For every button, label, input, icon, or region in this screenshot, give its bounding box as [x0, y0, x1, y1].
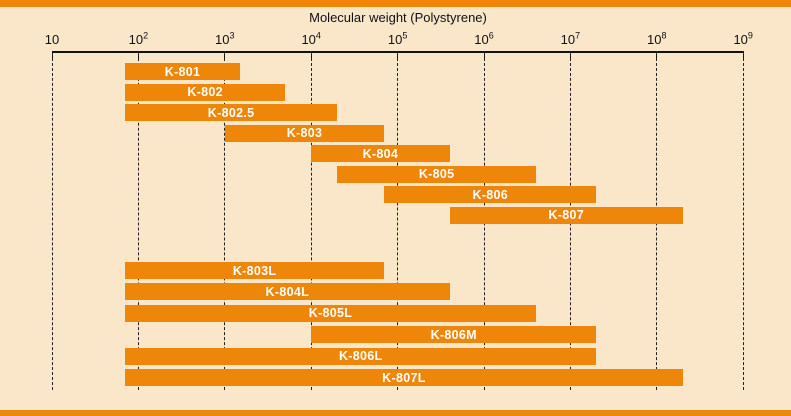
mw-range-bar-K-805L: K-805L	[125, 304, 536, 322]
column-name-label: K-805	[418, 167, 455, 181]
mw-range-bar-K-806M: K-806M	[311, 326, 597, 344]
mw-range-bar-K-805: K-805	[337, 165, 536, 183]
mw-range-bar-K-803L: K-803L	[125, 262, 385, 279]
chart-title: Molecular weight (Polystyrene)	[309, 10, 487, 25]
axis-tick-label: 103	[215, 30, 235, 47]
x-axis-line	[52, 51, 744, 53]
top-border-band	[0, 0, 791, 7]
mw-range-bar-K-802.5: K-802.5	[125, 104, 338, 121]
axis-tick-label: 106	[474, 30, 494, 47]
axis-tick-label: 107	[560, 30, 581, 47]
decade-gridline	[397, 53, 399, 390]
decade-gridline	[224, 53, 226, 390]
decade-gridline	[310, 53, 312, 390]
column-name-label: K-801	[164, 64, 201, 79]
mw-range-bar-K-807: K-807	[449, 206, 683, 224]
axis-tick-label: 102	[128, 30, 149, 47]
column-name-label: K-803	[286, 126, 323, 140]
column-name-label: K-806	[472, 187, 509, 202]
column-name-label: K-804L	[265, 284, 310, 299]
column-name-label: K-802	[187, 85, 223, 99]
mw-range-bar-K-807L: K-807L	[125, 369, 683, 386]
column-name-label: K-807L	[382, 370, 426, 385]
decade-gridline	[742, 53, 744, 390]
mw-range-bar-K-806: K-806	[384, 186, 597, 203]
mw-range-bar-K-803: K-803	[224, 124, 385, 142]
column-name-label: K-807	[548, 208, 584, 222]
column-name-label: K-804	[362, 146, 399, 161]
column-name-label: K-806L	[338, 349, 383, 364]
column-name-label: K-805L	[308, 306, 353, 321]
mw-range-bar-K-801: K-801	[125, 63, 240, 80]
mw-range-bar-K-804L: K-804L	[125, 283, 450, 301]
column-name-label: K-803L	[232, 263, 277, 278]
axis-tick-label: 108	[647, 30, 667, 47]
decade-gridline	[137, 53, 139, 390]
axis-tick-label: 10	[44, 32, 60, 47]
mw-range-bar-K-806L: K-806L	[125, 347, 597, 365]
decade-gridline	[51, 53, 53, 390]
column-name-label: K-806M	[430, 327, 477, 342]
axis-tick-label: 104	[301, 30, 321, 47]
column-name-label: K-802.5	[207, 105, 255, 120]
bottom-border-band	[0, 410, 791, 416]
axis-tick-label: 109	[733, 30, 753, 47]
axis-tick-label: 105	[387, 30, 408, 47]
mw-range-bar-K-802: K-802	[125, 83, 286, 101]
mw-range-bar-K-804: K-804	[311, 145, 450, 162]
